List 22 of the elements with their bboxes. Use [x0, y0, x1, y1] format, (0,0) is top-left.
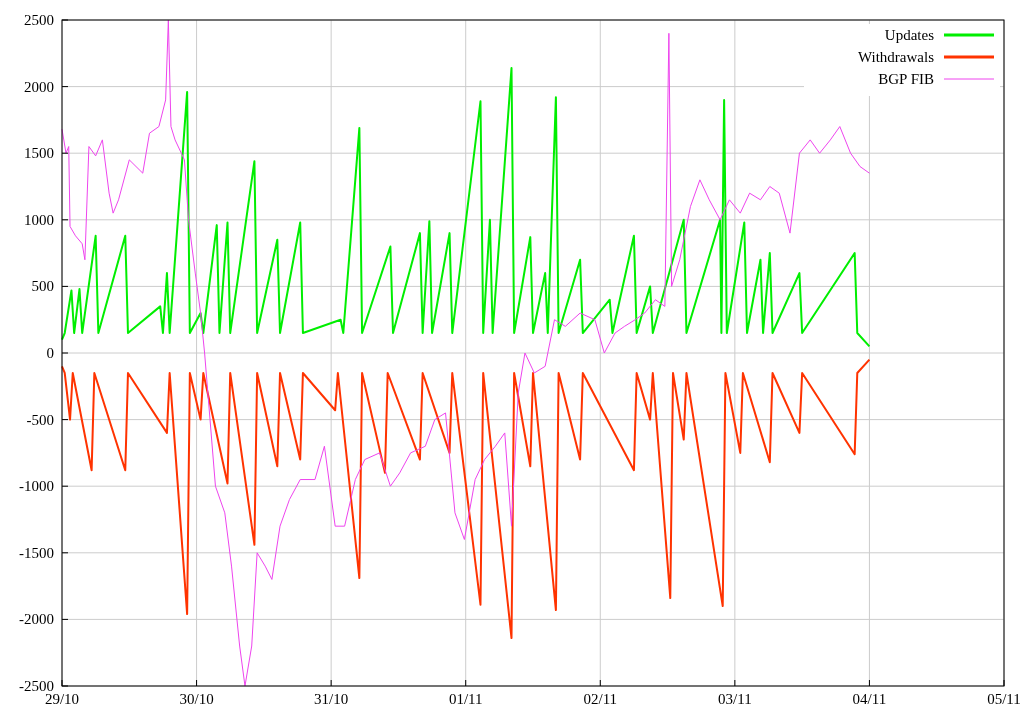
legend-label: Withdrawals	[857, 49, 935, 65]
legend-label: Updates	[884, 27, 935, 43]
x-tick-label: 31/10	[314, 691, 349, 707]
x-tick-label: 29/10	[44, 691, 80, 707]
y-tick-label: -2000	[19, 611, 54, 628]
x-tick-label: 04/11	[852, 691, 887, 707]
x-tick-label: 02/11	[583, 691, 618, 707]
y-tick-label: 0	[46, 345, 54, 361]
y-tick-label: 1000	[24, 211, 54, 228]
legend-label: BGP FIB	[878, 71, 934, 87]
y-tick-label: -1000	[19, 478, 54, 495]
y-tick-label: 500	[31, 278, 54, 295]
y-tick-label: 1500	[24, 145, 54, 162]
x-tick-label: 05/11	[987, 691, 1021, 707]
y-tick-label: 2000	[24, 78, 54, 95]
y-tick-label: -2500	[19, 678, 54, 694]
y-tick-label: -1500	[19, 544, 54, 561]
y-tick-label: -500	[26, 411, 54, 428]
x-tick-label: 30/10	[179, 691, 214, 707]
x-tick-label: 03/11	[718, 691, 752, 707]
y-tick-label: 2500	[24, 12, 54, 28]
x-tick-label: 01/11	[448, 691, 483, 707]
